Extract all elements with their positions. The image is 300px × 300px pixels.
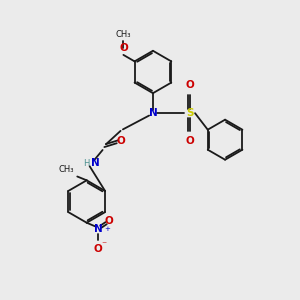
Text: H: H [83,159,90,168]
Text: +: + [104,226,110,232]
Text: CH₃: CH₃ [59,165,74,174]
Text: O: O [119,43,128,53]
Text: CH₃: CH₃ [116,30,131,39]
Text: O: O [185,80,194,90]
Text: N: N [91,158,99,168]
Text: S: S [186,108,194,118]
Text: O: O [185,136,194,146]
Text: O: O [105,216,113,226]
Text: ⁻: ⁻ [101,240,106,250]
Text: O: O [116,136,125,146]
Text: O: O [94,244,102,254]
Text: N: N [94,224,102,234]
Text: N: N [148,108,157,118]
